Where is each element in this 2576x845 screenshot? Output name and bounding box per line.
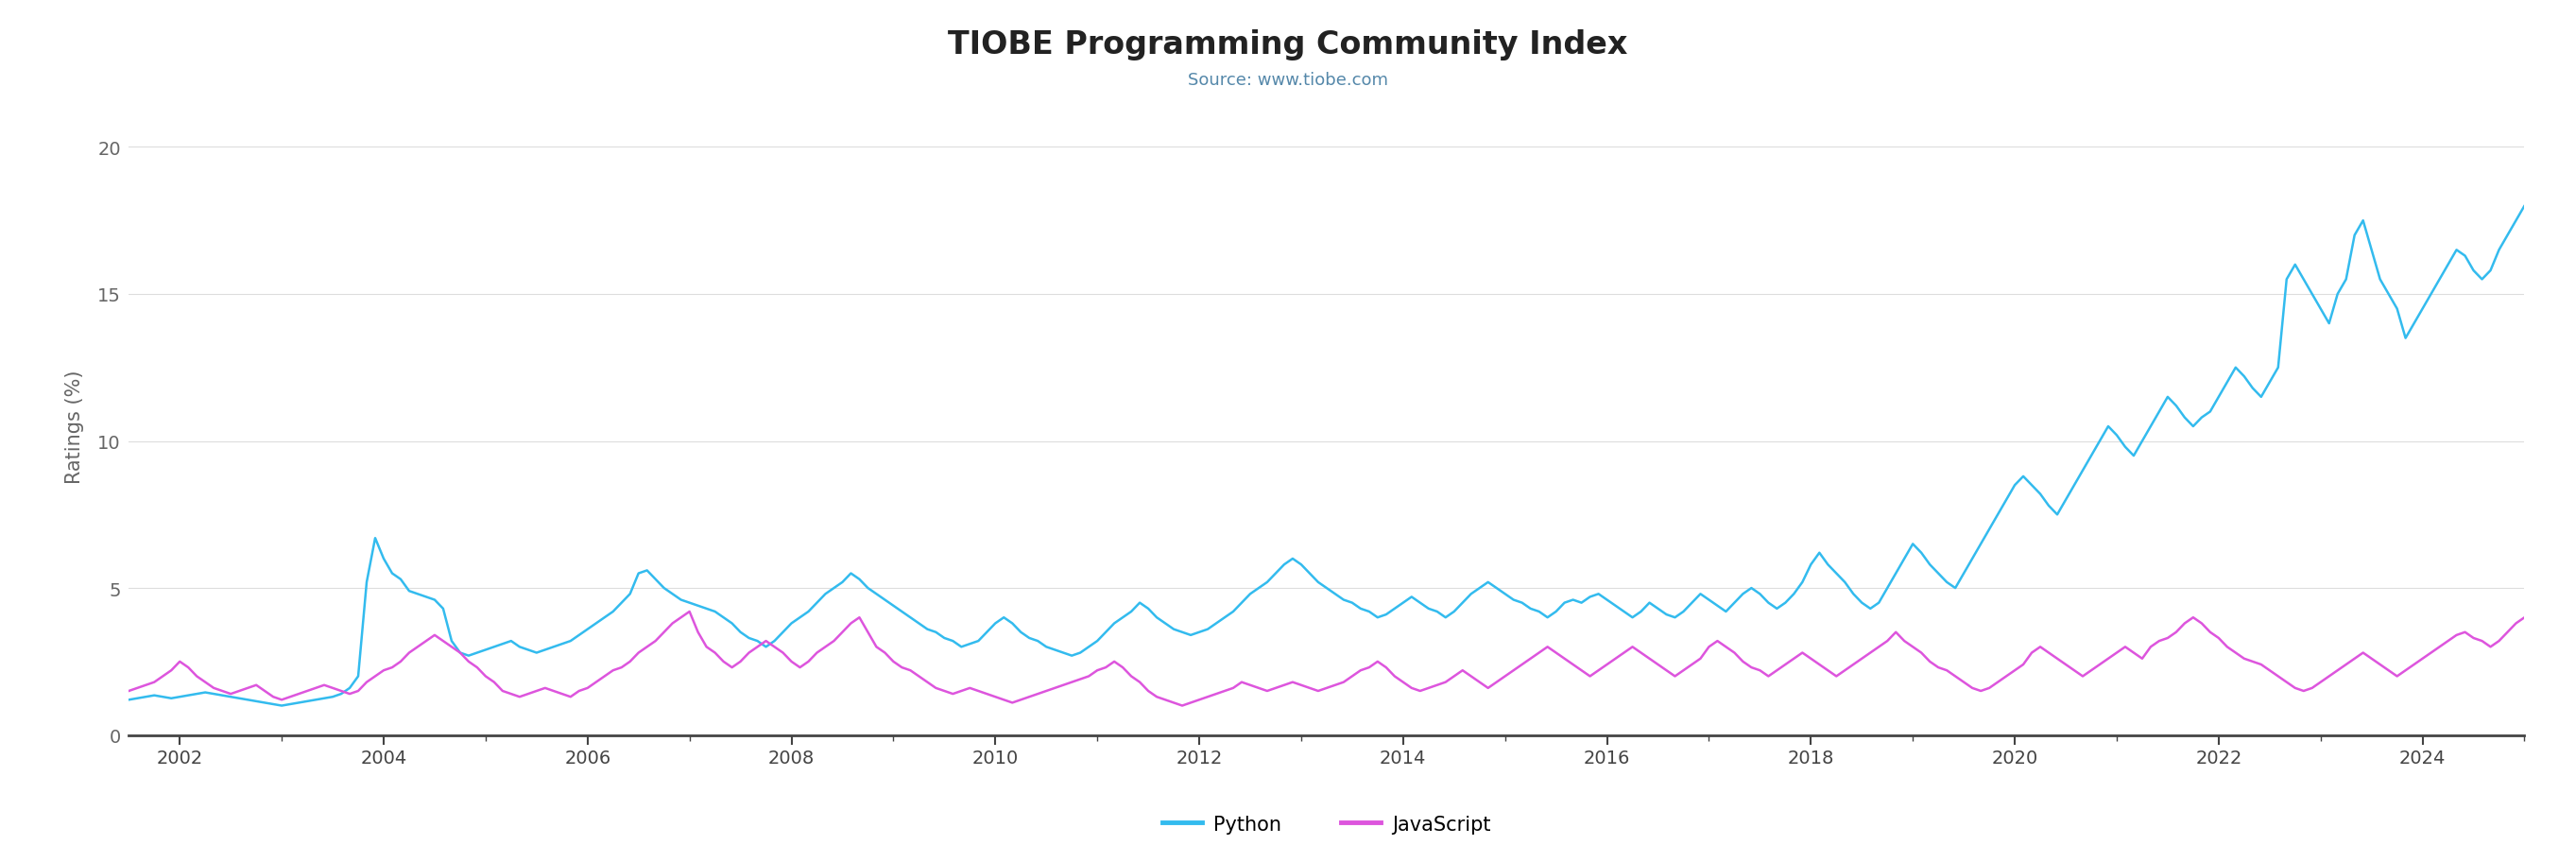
Text: TIOBE Programming Community Index: TIOBE Programming Community Index	[948, 30, 1628, 61]
Python	[1422, 607, 1453, 617]
JavaScript	[1345, 666, 1376, 676]
Line: JavaScript: JavaScript	[129, 612, 2532, 706]
Legend: Python, JavaScript: Python, JavaScript	[1154, 807, 1499, 842]
Python	[1337, 598, 1368, 608]
JavaScript	[258, 692, 289, 702]
JavaScript	[564, 686, 595, 696]
Python	[1736, 583, 1767, 593]
Python	[2102, 430, 2133, 440]
Python	[113, 695, 144, 705]
JavaScript	[1167, 701, 1198, 711]
Text: Source: www.tiobe.com: Source: www.tiobe.com	[1188, 72, 1388, 89]
Y-axis label: Ratings (%): Ratings (%)	[64, 370, 85, 483]
JavaScript	[1430, 677, 1461, 687]
Python	[265, 701, 296, 711]
JavaScript	[2517, 619, 2548, 629]
Python	[2517, 193, 2548, 203]
JavaScript	[2110, 642, 2141, 652]
JavaScript	[675, 607, 706, 617]
Python	[572, 624, 603, 635]
JavaScript	[1744, 666, 1775, 676]
Python	[258, 700, 289, 710]
JavaScript	[113, 686, 144, 696]
Line: Python: Python	[129, 198, 2532, 706]
